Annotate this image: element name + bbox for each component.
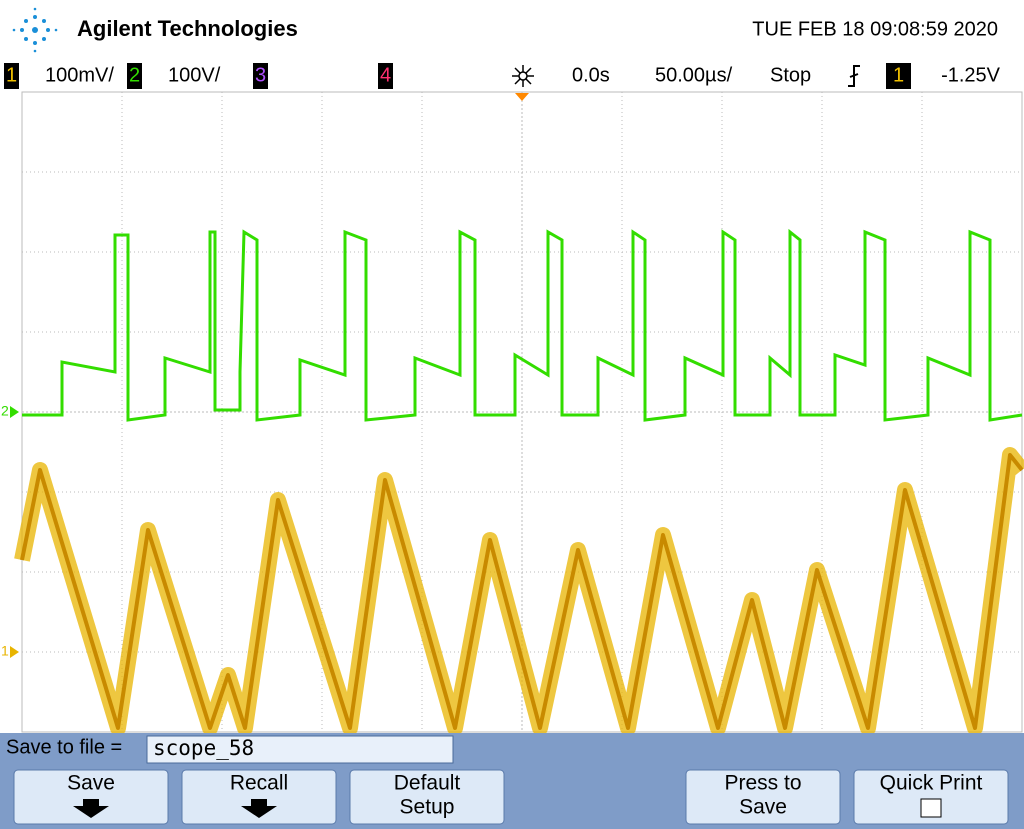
channel-box: [253, 63, 268, 89]
channel-box: [886, 63, 911, 89]
channel-scale: 100mV/: [45, 64, 114, 86]
softkey-label: Quick Print: [880, 772, 983, 795]
channel-box: [4, 63, 19, 89]
marker-arrow: [10, 646, 19, 658]
trigger-level: -1.25V: [941, 64, 1001, 86]
save-label: Save to file =: [6, 736, 122, 758]
channel-scale: 100V/: [168, 64, 221, 86]
brand: Agilent Technologies: [77, 16, 298, 41]
channel-box: [127, 63, 142, 89]
channel-number: 4: [380, 64, 391, 86]
channel-2-trace: [22, 228, 1023, 422]
softkey-button[interactable]: [13, 769, 169, 825]
channel-marker: 1: [1, 643, 9, 659]
graticule: [21, 91, 1023, 733]
softkey-button[interactable]: [349, 769, 505, 825]
channel-1-trace: [20, 453, 1024, 730]
softkey-label: Recall: [230, 772, 288, 795]
trigger-mode-icon: [512, 65, 534, 87]
channel-number: 1: [6, 64, 17, 86]
filename: scope_58: [153, 736, 254, 760]
softkey-button[interactable]: [181, 769, 337, 825]
datetime: TUE FEB 18 09:08:59 2020: [752, 18, 998, 40]
trigger-channel: 1: [893, 64, 904, 86]
arrow-icon: [73, 799, 109, 818]
marker-arrow: [10, 406, 19, 418]
softkey-button[interactable]: [685, 769, 841, 825]
channel-number: 3: [255, 64, 266, 86]
timebase: 50.00µs/: [655, 64, 733, 86]
delay: 0.0s: [572, 64, 610, 86]
arrow-icon: [241, 799, 277, 818]
softkey-label: Default: [394, 772, 461, 795]
trigger-position-marker: [515, 93, 529, 101]
filename-field[interactable]: [146, 735, 454, 764]
channel-marker: 2: [1, 403, 9, 419]
trigger-slope-icon: [848, 65, 860, 87]
softkey-button[interactable]: [853, 769, 1009, 825]
softkey-label: Save: [739, 796, 787, 819]
run-state: Stop: [770, 64, 811, 86]
softkey-label: Press to: [724, 772, 801, 795]
channel-box: [378, 63, 393, 89]
channel-number: 2: [129, 64, 140, 86]
checkbox-icon: [920, 798, 942, 818]
softkey-label: Setup: [400, 796, 455, 819]
logo: [12, 7, 58, 53]
softkey-label: Save: [67, 772, 115, 795]
